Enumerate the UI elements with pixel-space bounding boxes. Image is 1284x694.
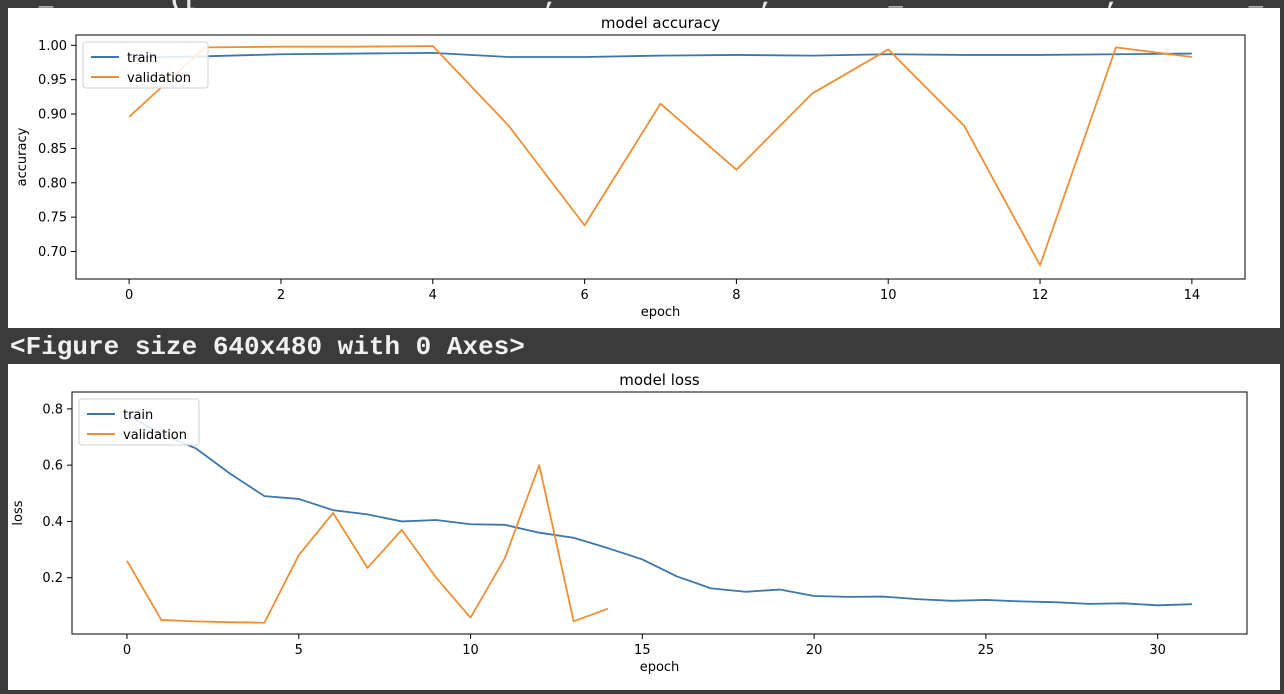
- x-tick-label: 4: [429, 288, 437, 303]
- axes-frame: [75, 34, 1246, 280]
- cropped-code-line: _ ([ , , _ , _ , _ ]): [0, 0, 1284, 8]
- x-tick-label: 10: [462, 643, 479, 658]
- train-series-line: [129, 51, 1192, 59]
- train-series-line: [126, 413, 1193, 607]
- y-axis-label: loss: [11, 500, 26, 525]
- x-tick-label: 8: [732, 288, 740, 303]
- x-tick-label: 6: [580, 288, 588, 303]
- y-tick-label: 0.90: [38, 108, 67, 123]
- validation-series-line: [128, 45, 1192, 267]
- x-tick-label: 12: [1032, 288, 1049, 303]
- y-tick-label: 0.6: [42, 459, 63, 474]
- x-tick-label: 5: [295, 643, 303, 658]
- chart-title: model accuracy: [601, 14, 720, 32]
- legend-label-train: train: [123, 408, 153, 423]
- y-tick-label: 0.75: [38, 211, 67, 226]
- cropped-code-text: _ ([ , , _ , _ , _ ]): [10, 0, 1284, 8]
- accuracy-figure: model accuracy 0 2 4 6 8 10 12 14 0.70 0.75 0.80 0.8…: [8, 8, 1280, 328]
- y-tick-label: 1.00: [38, 39, 67, 54]
- axes-frame: [71, 391, 1248, 635]
- x-tick-label: 2: [277, 288, 285, 303]
- figure-size-output: <Figure size 640x480 with 0 Axes>: [10, 332, 525, 362]
- legend-label-validation: validation: [123, 428, 187, 443]
- x-tick-label: 15: [634, 643, 651, 658]
- accuracy-chart: model accuracy 0 2 4 6 8 10 12 14 0.70 0.75 0.80 0.8…: [15, 14, 1246, 320]
- x-axis-label: epoch: [640, 660, 680, 675]
- y-tick-label: 0.8: [42, 402, 63, 417]
- loss-chart: model loss 0 5 10 15 20 25 30 0.2 0.4 0.6 0.8 epoch l…: [11, 371, 1248, 675]
- x-tick-label: 14: [1184, 288, 1201, 303]
- y-tick-label: 0.70: [38, 245, 67, 260]
- x-tick-label: 30: [1149, 643, 1166, 658]
- x-tick-label: 0: [125, 288, 133, 303]
- loss-figure: model loss 0 5 10 15 20 25 30 0.2 0.4 0.6 0.8 epoch l…: [8, 364, 1280, 690]
- validation-series-line: [126, 464, 609, 624]
- x-tick-label: 20: [806, 643, 823, 658]
- x-tick-label: 25: [978, 643, 995, 658]
- x-tick-label: 0: [123, 643, 131, 658]
- y-axis-label: accuracy: [15, 127, 30, 186]
- legend-label-validation: validation: [127, 71, 191, 86]
- y-tick-label: 0.4: [42, 515, 63, 530]
- x-axis-label: epoch: [641, 305, 681, 320]
- x-tick-label: 10: [880, 288, 897, 303]
- legend-label-train: train: [127, 51, 157, 66]
- y-tick-label: 0.80: [38, 176, 67, 191]
- y-tick-label: 0.95: [38, 73, 67, 88]
- y-tick-label: 0.85: [38, 142, 67, 157]
- chart-title: model loss: [619, 371, 700, 389]
- y-tick-label: 0.2: [42, 571, 63, 586]
